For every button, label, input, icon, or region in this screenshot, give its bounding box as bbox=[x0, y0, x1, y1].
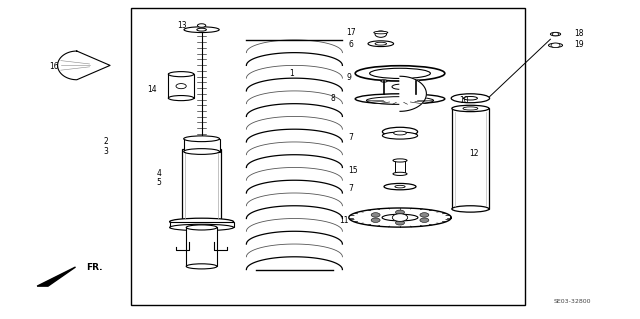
Ellipse shape bbox=[393, 159, 407, 162]
Ellipse shape bbox=[382, 214, 418, 221]
Ellipse shape bbox=[550, 32, 561, 36]
Ellipse shape bbox=[186, 264, 217, 269]
Ellipse shape bbox=[381, 80, 387, 82]
Ellipse shape bbox=[355, 66, 445, 81]
Ellipse shape bbox=[413, 80, 419, 82]
Ellipse shape bbox=[366, 97, 434, 104]
Ellipse shape bbox=[463, 107, 478, 110]
Circle shape bbox=[552, 33, 559, 36]
Ellipse shape bbox=[184, 27, 219, 33]
Text: 2: 2 bbox=[103, 137, 108, 146]
Ellipse shape bbox=[168, 72, 194, 77]
Text: 4: 4 bbox=[156, 169, 161, 178]
Ellipse shape bbox=[370, 68, 430, 78]
Text: 15: 15 bbox=[348, 166, 358, 175]
Text: 19: 19 bbox=[574, 40, 584, 49]
Bar bbox=[395, 160, 405, 174]
Ellipse shape bbox=[184, 149, 220, 154]
Circle shape bbox=[551, 43, 560, 48]
Ellipse shape bbox=[548, 43, 563, 48]
Ellipse shape bbox=[395, 185, 405, 188]
Ellipse shape bbox=[355, 94, 445, 104]
Ellipse shape bbox=[451, 94, 490, 103]
Ellipse shape bbox=[383, 132, 418, 139]
Text: SE03-32800: SE03-32800 bbox=[554, 299, 591, 304]
Ellipse shape bbox=[452, 105, 489, 112]
Circle shape bbox=[420, 218, 429, 222]
Ellipse shape bbox=[375, 42, 387, 45]
Polygon shape bbox=[349, 208, 451, 227]
Polygon shape bbox=[400, 76, 426, 111]
Ellipse shape bbox=[383, 127, 418, 136]
Text: FR.: FR. bbox=[86, 263, 103, 272]
Bar bbox=[186, 227, 217, 266]
Polygon shape bbox=[58, 51, 110, 80]
Ellipse shape bbox=[170, 218, 234, 225]
Ellipse shape bbox=[384, 183, 416, 190]
Text: 11: 11 bbox=[339, 216, 348, 225]
Text: 8: 8 bbox=[330, 94, 335, 103]
Text: 9: 9 bbox=[346, 73, 351, 82]
Ellipse shape bbox=[452, 206, 489, 212]
Text: 12: 12 bbox=[469, 149, 478, 158]
Bar bbox=[168, 74, 194, 98]
Circle shape bbox=[371, 213, 380, 217]
Text: 14: 14 bbox=[147, 85, 157, 94]
Circle shape bbox=[392, 214, 408, 221]
Ellipse shape bbox=[197, 24, 206, 27]
Ellipse shape bbox=[393, 172, 407, 175]
Text: 7: 7 bbox=[348, 133, 353, 142]
Bar bbox=[131, 8, 525, 305]
Circle shape bbox=[396, 221, 404, 225]
Text: 3: 3 bbox=[103, 147, 108, 156]
Ellipse shape bbox=[170, 224, 234, 231]
Ellipse shape bbox=[392, 84, 408, 89]
Ellipse shape bbox=[168, 96, 194, 101]
Ellipse shape bbox=[186, 225, 217, 230]
Ellipse shape bbox=[184, 136, 220, 142]
Text: 17: 17 bbox=[346, 28, 356, 37]
Text: 1: 1 bbox=[289, 69, 294, 78]
Text: 5: 5 bbox=[156, 178, 161, 187]
Text: 16: 16 bbox=[49, 63, 60, 71]
Text: 10: 10 bbox=[459, 96, 469, 105]
Text: 13: 13 bbox=[177, 21, 188, 30]
Bar bbox=[184, 139, 220, 152]
Ellipse shape bbox=[176, 84, 186, 89]
Bar bbox=[182, 149, 221, 222]
Ellipse shape bbox=[394, 131, 406, 135]
Text: 7: 7 bbox=[348, 184, 353, 193]
Bar bbox=[170, 222, 234, 227]
Ellipse shape bbox=[374, 31, 388, 34]
Ellipse shape bbox=[197, 28, 206, 31]
Text: 18: 18 bbox=[575, 29, 584, 38]
Circle shape bbox=[371, 218, 380, 222]
Polygon shape bbox=[37, 267, 76, 286]
Circle shape bbox=[420, 213, 429, 217]
Bar bbox=[452, 108, 489, 209]
Text: 6: 6 bbox=[348, 40, 353, 48]
Ellipse shape bbox=[368, 41, 394, 47]
Circle shape bbox=[396, 210, 404, 215]
Ellipse shape bbox=[463, 96, 477, 100]
Ellipse shape bbox=[375, 31, 387, 37]
